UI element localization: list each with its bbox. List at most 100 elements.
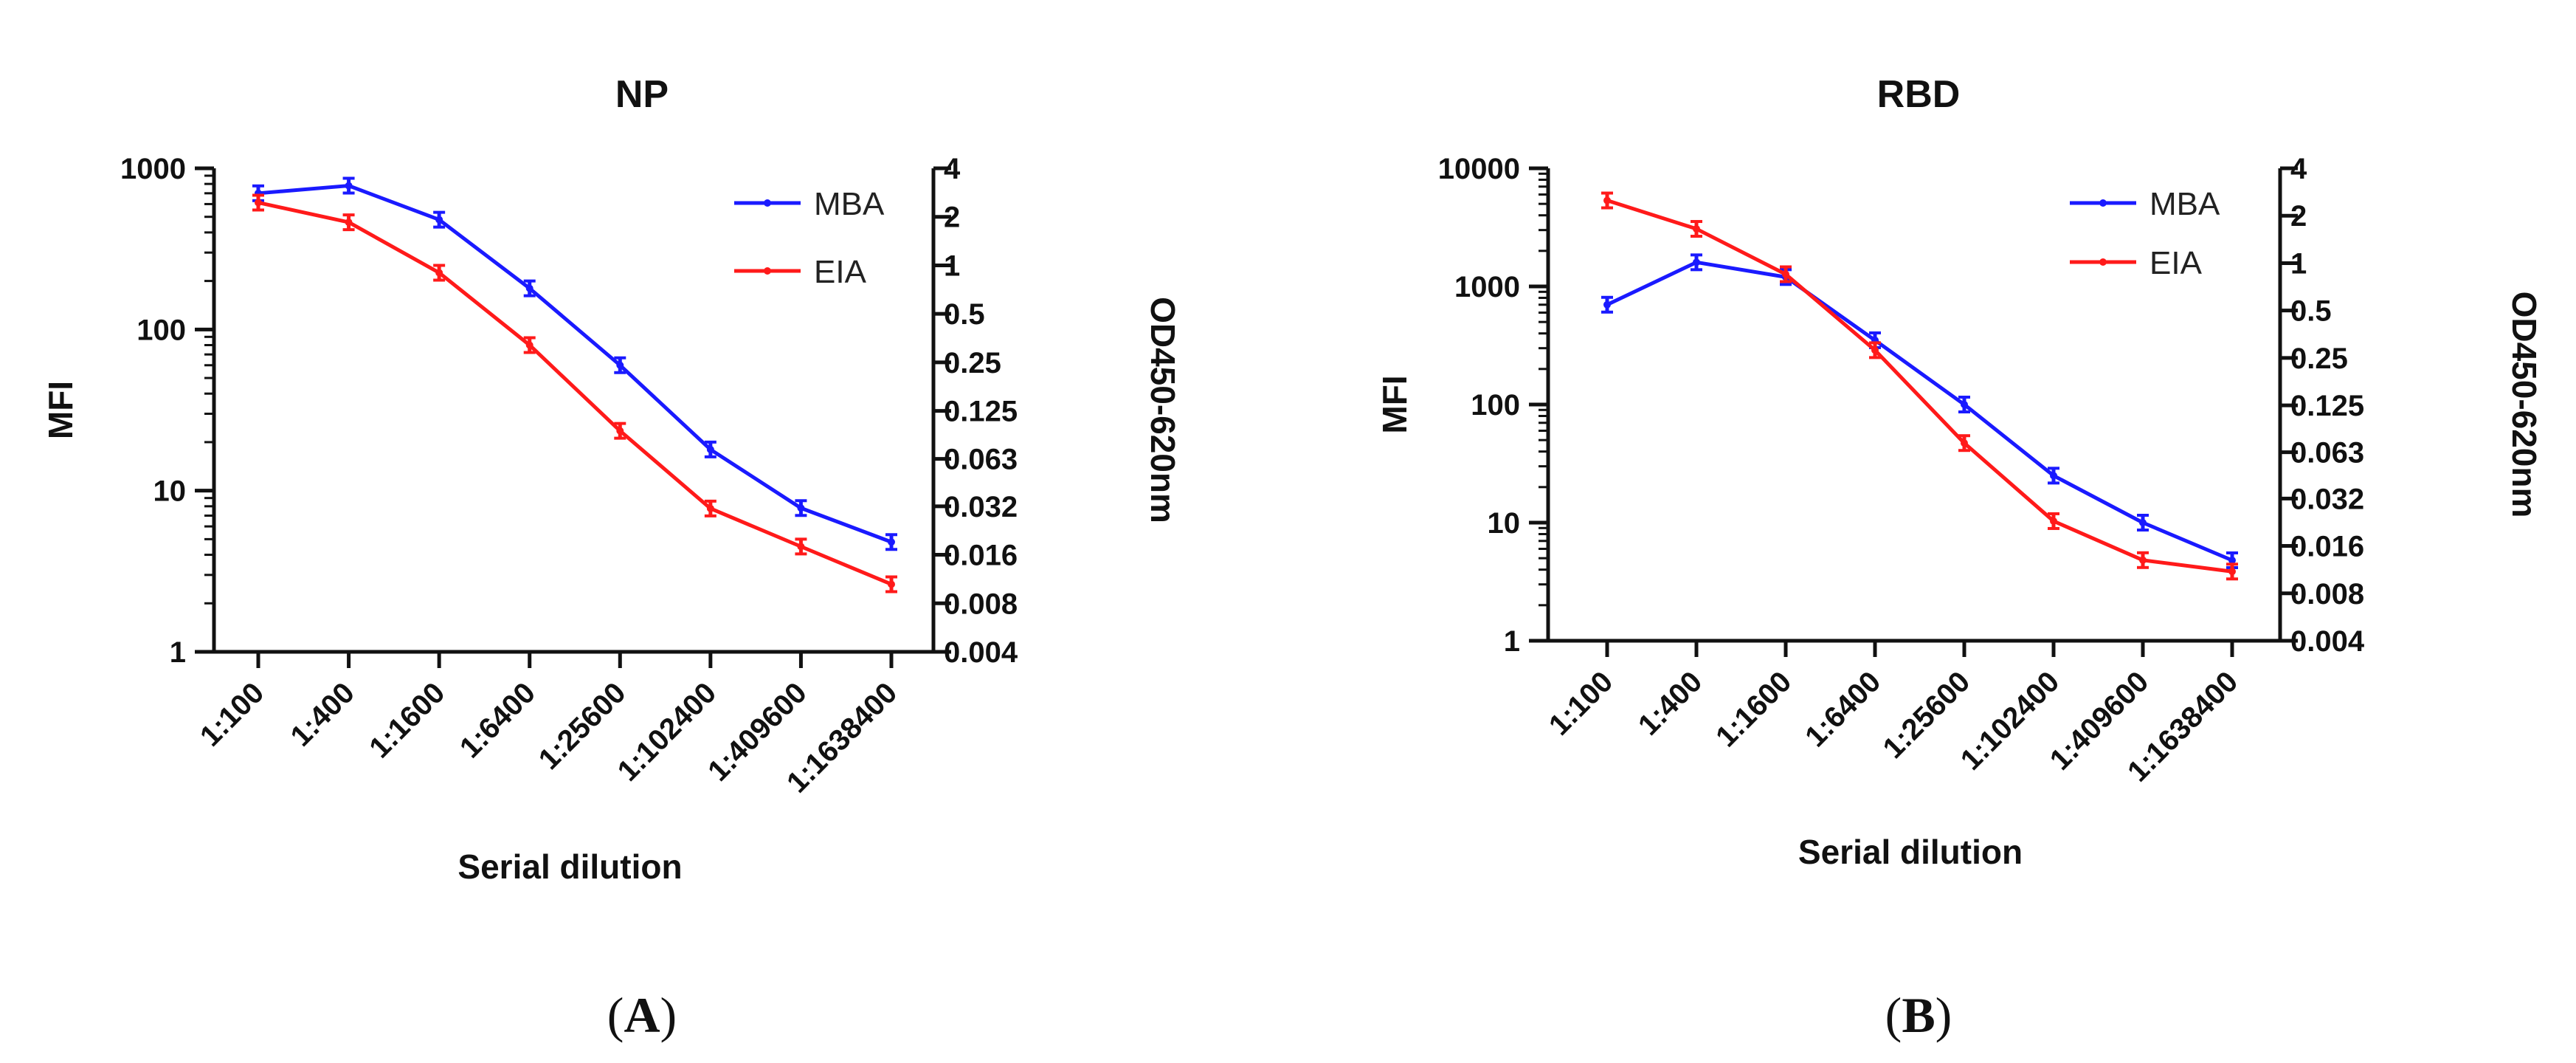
y2-tick-label: 1 [2290, 247, 2307, 280]
data-point-eia [2228, 568, 2236, 576]
y2-tick-label: 1 [944, 250, 960, 282]
y2-tick-label: 2 [2290, 200, 2307, 233]
series-line-mba [1606, 260, 2233, 563]
x-axis-title: Serial dilution [457, 847, 682, 886]
y-tick-label: 10 [153, 475, 187, 508]
y-tick-label: 1000 [1454, 271, 1520, 303]
panel-label-paren: ( [1885, 987, 1902, 1043]
data-point-mba [345, 182, 353, 190]
legend-marker-mba [764, 199, 771, 207]
y2-tick-label: 0.032 [2290, 483, 2364, 515]
data-point-eia [797, 543, 805, 551]
y-tick-label: 100 [1471, 389, 1520, 422]
x-tick-label: 1:1600 [363, 676, 451, 764]
legend-label-mba: MBA [2149, 186, 2220, 222]
y2-tick-label: 0.063 [944, 444, 1018, 476]
chart-title: RBD [1877, 73, 1961, 116]
x-tick-label: 1:100 [1543, 665, 1619, 741]
y2-tick-label: 4 [944, 153, 961, 185]
data-point-mba [888, 538, 895, 546]
series-line-mba [258, 184, 892, 544]
y2-tick-label: 0.5 [2290, 295, 2332, 328]
legend-label-eia: EIA [2149, 245, 2203, 281]
data-point-mba [616, 361, 624, 369]
y2-tick-label: 0.016 [944, 540, 1018, 572]
data-point-eia [1871, 346, 1879, 354]
y-tick-label: 100 [137, 314, 186, 346]
data-point-eia [1961, 439, 1968, 447]
chart-panel-np: NP 1 10 100 1000 0.004 0.008 0.016 0.032 0.063 0.1… [41, 73, 1182, 1043]
y2-tick-label: 0.008 [2290, 578, 2364, 610]
data-point-eia [345, 219, 353, 227]
x-tick-label: 1:102400 [612, 676, 723, 788]
y-tick-label: 1 [1504, 625, 1520, 658]
y-axis-title: MFI [41, 381, 80, 439]
y2-tick-label: 0.063 [2290, 437, 2364, 469]
data-point-mba [706, 445, 714, 453]
data-point-eia [616, 427, 624, 435]
panel-label-paren: ) [660, 987, 677, 1043]
y-axis-title: MFI [1375, 375, 1414, 433]
y2-tick-label: 0.004 [2290, 625, 2365, 658]
panel-label-paren: ) [1936, 987, 1952, 1043]
x-tick-label: 1:102400 [1955, 665, 2066, 777]
y2-tick-label: 0.125 [944, 396, 1018, 428]
x-tick-label: 1:6400 [1799, 665, 1887, 753]
y2-tick-label: 0.25 [2290, 343, 2348, 375]
panel-label-letter: B [1902, 987, 1935, 1043]
x-tick-label: 1:100 [194, 676, 270, 752]
data-point-mba [2050, 472, 2057, 480]
panel-label: (A) [607, 987, 677, 1043]
y2-tick-label: 0.25 [944, 347, 1001, 379]
x-tick-label: 1:6400 [454, 676, 542, 764]
data-point-eia [435, 269, 443, 277]
panel-label-letter: A [624, 987, 660, 1043]
legend-label-eia: EIA [814, 254, 867, 290]
data-point-eia [1693, 225, 1700, 233]
data-point-mba [525, 284, 533, 292]
legend-label-mba: MBA [814, 186, 885, 222]
data-point-eia [1782, 270, 1789, 278]
y-tick-label: 10000 [1438, 153, 1520, 185]
chart-title: NP [615, 73, 669, 116]
legend-marker-eia [764, 267, 771, 275]
y2-axis-title: OD450-620nm [1144, 297, 1182, 523]
data-point-eia [888, 580, 895, 588]
data-point-eia [706, 504, 714, 512]
data-point-mba [2139, 519, 2147, 526]
data-point-eia [2139, 556, 2147, 564]
x-tick-label: 1:400 [284, 676, 360, 752]
chart-panel-rbd: RBD 1 10 100 1000 10000 0.004 0.008 0.016 0.032 0.… [1375, 73, 2544, 1043]
panel-label-paren: ( [607, 987, 624, 1043]
data-point-mba [2228, 557, 2236, 565]
y2-tick-label: 0.004 [944, 636, 1018, 669]
series-line-eia [1606, 199, 2233, 574]
legend-marker-eia [2099, 258, 2107, 266]
x-tick-label: 1:400 [1632, 665, 1708, 741]
data-point-eia [255, 199, 262, 207]
data-point-eia [1603, 196, 1611, 204]
y2-axis-title: OD450-620nm [2505, 292, 2544, 518]
y2-tick-label: 0.125 [2290, 390, 2364, 422]
x-axis-title: Serial dilution [1798, 833, 2023, 871]
y2-tick-label: 4 [2290, 153, 2307, 185]
data-point-mba [1961, 401, 1968, 408]
series-line-eia [258, 201, 892, 586]
y2-tick-label: 0.016 [2290, 531, 2364, 563]
panel-label: (B) [1885, 987, 1952, 1043]
data-point-mba [1693, 258, 1700, 266]
y2-tick-label: 0.032 [944, 491, 1018, 523]
y-tick-label: 1 [170, 636, 186, 669]
data-point-eia [525, 341, 533, 349]
x-tick-label: 1:1600 [1710, 665, 1798, 753]
y2-tick-label: 0.5 [944, 298, 985, 331]
data-point-mba [1603, 300, 1611, 309]
data-point-mba [797, 504, 805, 512]
data-point-eia [2050, 517, 2057, 525]
y2-tick-label: 2 [944, 202, 960, 234]
y-tick-label: 10 [1488, 507, 1521, 540]
legend-marker-mba [2099, 199, 2107, 207]
data-point-mba [435, 216, 443, 224]
